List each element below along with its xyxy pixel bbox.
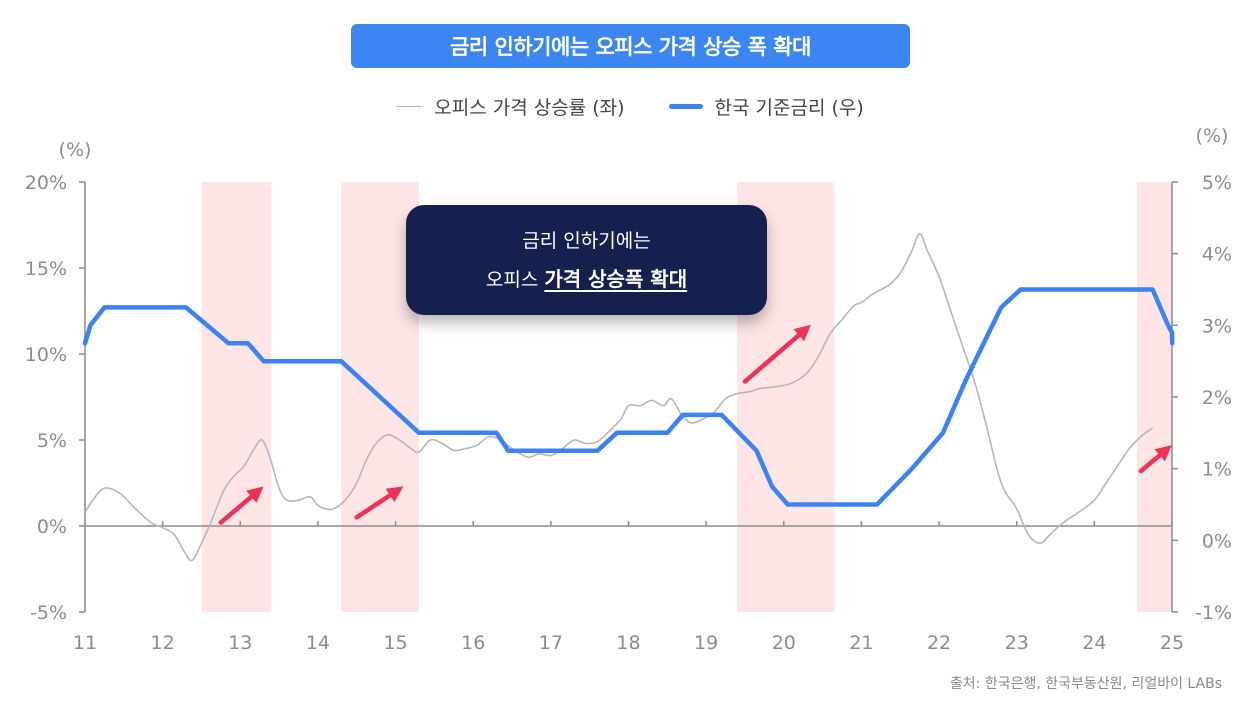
legend-label-base-rate: 한국 기준금리 (우) — [714, 96, 864, 119]
x-tick-label: 16 — [461, 632, 485, 654]
x-tick-label: 12 — [151, 632, 175, 654]
trend-arrow-shaft-3 — [1138, 453, 1162, 474]
left-axis-unit: (%) — [59, 139, 92, 161]
shaded-periods — [201, 182, 1172, 612]
left-tick-label: 5% — [37, 430, 67, 452]
left-tick-label: 0% — [37, 516, 67, 538]
trend-arrow-head-0 — [246, 486, 264, 503]
x-tick-label: 21 — [849, 632, 873, 654]
trend-arrow-head-1 — [385, 486, 404, 502]
right-tick-label: 5% — [1202, 172, 1232, 194]
callout-line1: 금리 인하기에는 — [522, 229, 651, 252]
right-tick-label: 2% — [1202, 387, 1232, 409]
trend-arrow-head-3 — [1154, 445, 1172, 462]
trend-arrow-shaft-0 — [218, 494, 254, 525]
shaded-period-3 — [1137, 182, 1172, 612]
legend: 오피스 가격 상승률 (좌) 한국 기준금리 (우) — [0, 90, 1260, 122]
legend-item-office-price: 오피스 가격 상승률 (좌) — [396, 93, 625, 120]
chart-title: 금리 인하기에는 오피스 가격 상승 폭 확대 — [450, 35, 811, 59]
x-tick-label: 24 — [1082, 632, 1106, 654]
right-tick-label: 4% — [1202, 244, 1232, 266]
x-tick-label: 14 — [306, 632, 330, 654]
trend-arrow-head-2 — [793, 324, 811, 342]
chart-title-banner: 금리 인하기에는 오피스 가격 상승 폭 확대 — [351, 24, 910, 68]
right-tick-label: -1% — [1195, 602, 1232, 624]
left-tick-label: -5% — [30, 602, 67, 624]
office-price-growth-line — [84, 232, 1154, 562]
axes: -5% 0% 5% 10% 15% 20% -1% 0% 1% 2% 3% 4% 5% 11 12 13 14 1… — [25, 172, 1232, 654]
left-tick-label: 15% — [25, 258, 67, 280]
x-tick-label: 23 — [1005, 632, 1029, 654]
legend-item-base-rate: 한국 기준금리 (우) — [668, 93, 864, 120]
series-lines — [82, 232, 1175, 562]
legend-swatch-blue-line — [668, 103, 703, 109]
callout-line2: 오피스 가격 상승폭 확대 — [486, 260, 687, 299]
x-tick-label: 25 — [1160, 632, 1184, 654]
x-tick-label: 19 — [694, 632, 718, 654]
trend-arrow-shaft-2 — [742, 332, 802, 384]
right-tick-label: 1% — [1202, 459, 1232, 481]
trend-arrow-shaft-1 — [354, 493, 393, 520]
callout-line2-emphasis: 가격 상승폭 확대 — [544, 266, 688, 291]
right-tick-label: 0% — [1202, 530, 1232, 552]
right-tick-label: 3% — [1202, 315, 1232, 337]
right-axis-unit: (%) — [1196, 125, 1229, 147]
x-tick-label: 20 — [772, 632, 796, 654]
x-tick-label: 15 — [383, 632, 407, 654]
x-tick-label: 18 — [616, 632, 640, 654]
shaded-period-0 — [201, 182, 272, 612]
x-tick-label: 13 — [228, 632, 252, 654]
left-tick-label: 10% — [25, 344, 67, 366]
source-note: 출처: 한국은행, 한국부동산원, 리얼바이 LABs — [949, 676, 1222, 692]
trend-arrows — [218, 324, 1172, 525]
legend-swatch-gray-line — [396, 105, 423, 107]
x-tick-label: 11 — [73, 632, 97, 654]
callout-line2-plain: 오피스 — [485, 268, 545, 291]
x-tick-label: 22 — [927, 632, 951, 654]
x-tick-label: 17 — [539, 632, 563, 654]
callout-box: 금리 인하기에는 오피스 가격 상승폭 확대 — [406, 205, 767, 315]
legend-label-office-price: 오피스 가격 상승률 (좌) — [434, 96, 625, 119]
base-rate-line — [82, 287, 1175, 507]
left-tick-label: 20% — [25, 172, 67, 194]
